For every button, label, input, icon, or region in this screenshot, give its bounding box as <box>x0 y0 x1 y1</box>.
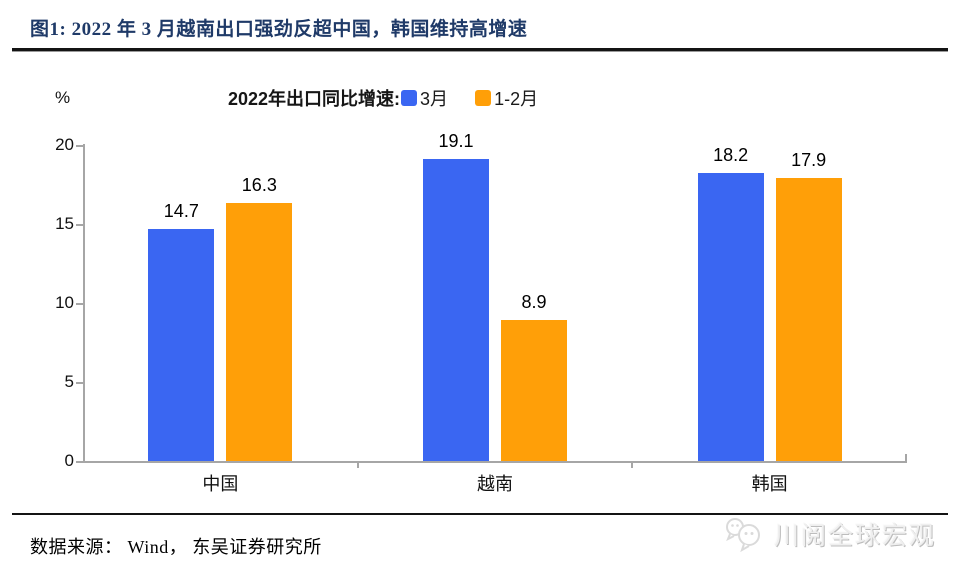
y-axis-unit-label: % <box>55 88 71 107</box>
watermark: 川阅全球宏观 <box>722 515 936 553</box>
legend-item: 3月 <box>401 85 448 111</box>
category-label: 中国 <box>202 474 239 494</box>
y-axis-tick <box>76 461 83 463</box>
bar <box>775 178 842 461</box>
y-tick-label: 5 <box>64 372 74 391</box>
bar-value-label: 17.9 <box>791 150 827 170</box>
y-tick-label: 15 <box>55 214 74 233</box>
figure-title: 图1: 2022 年 3 月越南出口强劲反超中国，韩国维持高增速 <box>30 19 528 40</box>
y-axis-tick <box>76 382 83 384</box>
x-axis-tick <box>631 461 634 468</box>
y-axis-line <box>83 144 85 461</box>
x-axis-end-cap <box>905 454 907 462</box>
watermark-label: 川阅全球宏观 <box>773 522 936 550</box>
bar-value-label: 14.7 <box>163 201 199 221</box>
title-divider <box>12 48 948 52</box>
legend-label: 1-2月 <box>494 89 539 109</box>
y-tick-label: 20 <box>55 135 74 154</box>
y-axis-tick <box>76 224 83 226</box>
bar <box>226 203 293 461</box>
y-axis-tick <box>76 145 83 147</box>
legend-swatch <box>401 90 418 106</box>
bar <box>423 159 489 461</box>
bar <box>148 229 215 461</box>
footer-divider <box>12 513 948 515</box>
category-label: 韩国 <box>751 474 788 494</box>
legend-item: 1-2月 <box>475 85 538 111</box>
y-tick-label: 10 <box>55 293 74 312</box>
legend-label: 3月 <box>420 89 449 109</box>
wechat-icon <box>725 518 760 553</box>
y-tick-label: 0 <box>64 451 74 470</box>
bar-value-label: 19.1 <box>438 131 474 151</box>
legend-swatch <box>475 90 492 106</box>
chart-legend: 3月 1-2月 <box>401 85 565 111</box>
category-label: 越南 <box>477 474 513 494</box>
bar <box>697 173 764 461</box>
bar-value-label: 18.2 <box>713 145 749 165</box>
data-source-note: 数据来源： Wind， 东吴证券研究所 <box>30 537 322 557</box>
bar-value-label: 16.3 <box>241 175 277 195</box>
bar <box>501 320 567 461</box>
x-axis-tick <box>356 461 359 468</box>
chart-title: 2022年出口同比增速: <box>228 89 401 109</box>
y-axis-tick <box>76 303 83 305</box>
x-axis-line <box>83 461 907 463</box>
bar-value-label: 8.9 <box>521 292 547 312</box>
chart-header: 2022年出口同比增速: 3月 1-2月 <box>228 85 565 111</box>
